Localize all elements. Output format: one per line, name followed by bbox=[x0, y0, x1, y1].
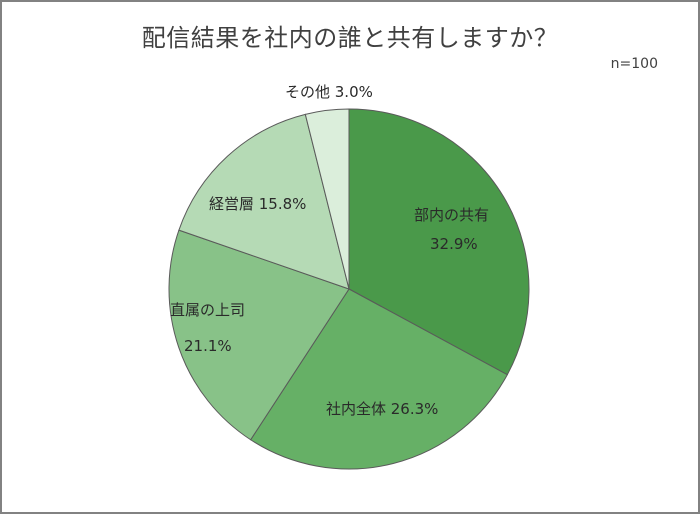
slice-label-bunai-pct: 32.9% bbox=[430, 235, 478, 253]
chart-title: 配信結果を社内の誰と共有しますか？ bbox=[141, 24, 559, 52]
pie-slice-keiei bbox=[178, 113, 350, 290]
slice-label-jouji-name: 直属の上司 bbox=[170, 301, 246, 319]
pie-slice-jouji bbox=[168, 229, 350, 441]
slice-label-jouji-pct: 21.1% bbox=[184, 337, 232, 355]
slice-label-bunai-name: 部内の共有 bbox=[414, 206, 490, 224]
pie-slice-shanai bbox=[249, 288, 508, 470]
slice-label-keiei: 経営層 15.8% bbox=[209, 195, 307, 213]
slice-label-sonota: その他 3.0% bbox=[285, 83, 373, 101]
sample-size-note: n=100 bbox=[610, 56, 658, 72]
slice-label-shanai: 社内全体 26.3% bbox=[326, 400, 439, 418]
pie-slice-bunai bbox=[348, 108, 530, 376]
pie-slice-sonota bbox=[304, 108, 350, 290]
